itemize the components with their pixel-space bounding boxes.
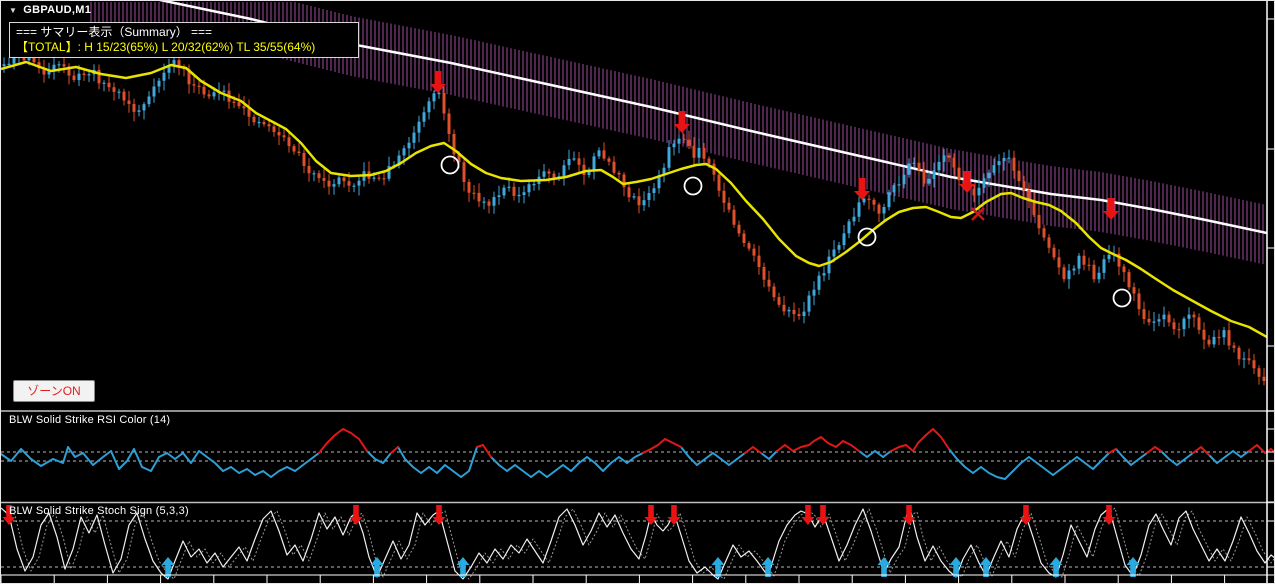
stoch-pane[interactable] (1, 505, 1275, 580)
close-cross-mark (971, 207, 985, 221)
entry-circle-mark (683, 176, 703, 196)
trade-signal-marks (430, 71, 1132, 308)
zone-on-button[interactable]: ゾーンON (13, 380, 95, 402)
summary-box: === サマリー表示（Summary） === 【TOTAL】: H 15/23… (9, 22, 359, 58)
rsi-line (1, 446, 1250, 480)
price-axis[interactable] (1266, 1, 1275, 584)
rsi-indicator-label: BLW Solid Strike RSI Color (14) (9, 414, 171, 426)
candlestick-series (2, 48, 1266, 386)
ma-slow-line (158, 1, 1267, 235)
rsi-pane[interactable] (1, 428, 1275, 480)
stoch-indicator-label: BLW Solid Strike Stoch Sign (5,3,3) (9, 505, 189, 517)
time-axis[interactable] (1, 574, 1275, 584)
summary-total: 【TOTAL】: H 15/23(65%) L 20/32(62%) TL 35… (16, 40, 316, 54)
entry-circle-mark (440, 155, 460, 175)
symbol-title: ▼ GBPAUD,M1 (9, 4, 91, 16)
rsi-hot-segments (318, 428, 1274, 458)
ma-fast-line (1, 60, 1267, 339)
main-price-pane[interactable] (1, 1, 1267, 386)
entry-circle-mark (1112, 288, 1132, 308)
entry-circle-mark (857, 227, 877, 247)
chevron-down-icon[interactable]: ▼ (9, 5, 18, 15)
symbol-title-label: GBPAUD,M1 (23, 4, 92, 16)
summary-header: === サマリー表示（Summary） === (16, 25, 213, 39)
